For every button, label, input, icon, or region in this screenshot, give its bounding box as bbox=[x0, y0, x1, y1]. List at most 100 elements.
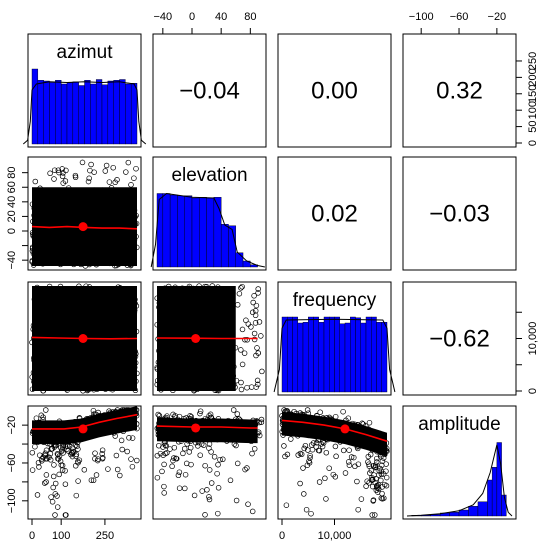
histogram-bar bbox=[487, 479, 493, 517]
histogram-bar bbox=[31, 68, 39, 145]
histogram-bar bbox=[162, 193, 171, 268]
histogram-bar bbox=[477, 501, 488, 517]
diag-panel-elevation: elevation bbox=[150, 165, 266, 268]
diag-panel-amplitude: amplitude bbox=[406, 414, 513, 517]
density-curve bbox=[150, 192, 266, 268]
histogram-bar bbox=[78, 85, 85, 145]
histogram-bar bbox=[49, 82, 56, 145]
correlation-label: 0.00 bbox=[311, 78, 358, 105]
centroid-point bbox=[191, 423, 201, 433]
tick-label: 150 bbox=[527, 85, 539, 103]
panel-frame-1-2 bbox=[277, 156, 392, 271]
tick-label: 20 bbox=[6, 210, 18, 222]
tick-label: 0 bbox=[279, 530, 285, 542]
histogram-bar bbox=[355, 317, 361, 393]
tick-label: −40 bbox=[6, 251, 18, 270]
tick-label: 100 bbox=[527, 101, 539, 119]
tick-label: 0 bbox=[6, 228, 18, 234]
panel-frame-1-1 bbox=[152, 156, 267, 271]
tick-label: −60 bbox=[6, 454, 18, 473]
tick-label: 10,000 bbox=[318, 530, 352, 542]
tick-label: −100 bbox=[6, 488, 18, 513]
density-curve bbox=[406, 444, 513, 517]
histogram-bar bbox=[281, 316, 288, 393]
tick-label: 10,000 bbox=[527, 322, 539, 356]
tick-label: 250 bbox=[96, 530, 114, 542]
panel-frame-3-3 bbox=[402, 405, 517, 520]
histogram-bar bbox=[169, 194, 178, 268]
tick-label: 250 bbox=[527, 52, 539, 70]
histogram-bar bbox=[66, 82, 74, 145]
histogram-bar bbox=[329, 316, 335, 393]
tick-label: 40 bbox=[6, 196, 18, 208]
tick-label: 80 bbox=[6, 167, 18, 179]
histogram-bar bbox=[90, 83, 97, 145]
tick-label: −100 bbox=[409, 11, 434, 23]
panel-frame-2-0 bbox=[27, 281, 142, 396]
histogram-bar bbox=[199, 197, 207, 268]
tick-label: 200 bbox=[527, 68, 539, 86]
variable-label: azimut bbox=[57, 42, 114, 63]
panel-frame-3-1 bbox=[152, 405, 267, 520]
scatter-panel-elevation-frequency bbox=[154, 283, 265, 394]
fit-line bbox=[281, 419, 388, 442]
histogram-bar bbox=[313, 316, 319, 393]
histogram-bar bbox=[468, 506, 479, 517]
scatter-panel-frequency-amplitude bbox=[279, 407, 390, 518]
variable-label: frequency bbox=[293, 290, 377, 311]
histogram-bar bbox=[344, 322, 351, 393]
tick-label: 50 bbox=[527, 120, 539, 132]
scatter-dense-region bbox=[282, 411, 387, 457]
panel-frame-2-1 bbox=[152, 281, 267, 396]
correlation-label: 0.32 bbox=[436, 78, 483, 105]
tick-label: 100 bbox=[52, 530, 70, 542]
histogram-bar bbox=[177, 195, 185, 268]
tick-label: 0 bbox=[527, 388, 539, 394]
histogram-bar bbox=[156, 193, 164, 268]
histogram-bar bbox=[228, 225, 236, 268]
histogram-bar bbox=[213, 197, 222, 268]
histogram-bar bbox=[496, 442, 502, 517]
tick-label: 0 bbox=[527, 140, 539, 146]
histogram-bar bbox=[350, 316, 356, 393]
histogram-bar bbox=[95, 79, 103, 145]
scatter-panel-azimut-frequency bbox=[29, 283, 140, 394]
histogram-bar bbox=[235, 252, 244, 268]
tick-label: 0 bbox=[189, 11, 195, 23]
histogram-bar bbox=[107, 80, 114, 145]
histogram-bar bbox=[339, 323, 346, 393]
tick-label: −20 bbox=[6, 416, 18, 435]
histogram-bar bbox=[184, 195, 193, 268]
histogram-bar bbox=[302, 322, 309, 393]
centroid-point bbox=[340, 424, 350, 434]
fit-line bbox=[156, 337, 258, 340]
scatter-panel-azimut-elevation bbox=[29, 159, 140, 269]
tick-label: 0 bbox=[29, 530, 35, 542]
histogram-bar bbox=[220, 224, 229, 268]
histogram-bar bbox=[206, 197, 215, 268]
histogram-bar bbox=[308, 316, 314, 393]
histogram-bar bbox=[292, 316, 298, 393]
histogram-bar bbox=[376, 322, 382, 393]
scatter-dense-region bbox=[157, 417, 258, 444]
histogram-bar bbox=[491, 467, 498, 517]
tick-label: −60 bbox=[450, 11, 469, 23]
tick-label: −40 bbox=[153, 11, 172, 23]
panel-frame-0-0 bbox=[27, 33, 142, 148]
histogram-bar bbox=[360, 322, 367, 393]
panel-frame-1-3 bbox=[402, 156, 517, 271]
histogram-bar bbox=[101, 84, 109, 145]
histogram-bar bbox=[334, 316, 340, 393]
correlation-label: −0.03 bbox=[429, 201, 490, 228]
histogram-bar bbox=[43, 80, 50, 145]
centroid-point bbox=[78, 334, 88, 343]
correlation-label: −0.04 bbox=[179, 78, 240, 105]
correlation-label: −0.62 bbox=[429, 326, 490, 353]
histogram-bar bbox=[371, 316, 377, 393]
histogram-bar bbox=[130, 83, 138, 145]
histogram-bar bbox=[449, 512, 460, 517]
tick-label: 60 bbox=[6, 181, 18, 193]
centroid-point bbox=[78, 424, 88, 434]
histogram-bar bbox=[297, 322, 304, 393]
histogram-bar bbox=[191, 197, 200, 268]
